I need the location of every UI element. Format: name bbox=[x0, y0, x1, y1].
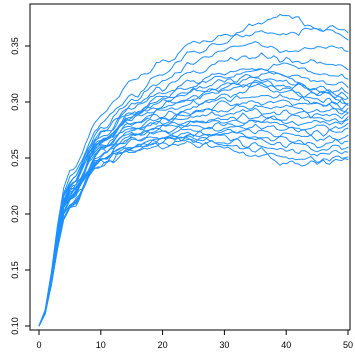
series-line-9 bbox=[38, 94, 349, 327]
y-tick-label: 0.15 bbox=[10, 261, 20, 279]
series-line-23 bbox=[38, 68, 349, 327]
series-line-8 bbox=[38, 83, 349, 327]
series-line-5 bbox=[38, 62, 349, 327]
y-tick-label: 0.25 bbox=[10, 149, 20, 167]
series-line-6 bbox=[38, 71, 349, 327]
x-tick-label: 20 bbox=[158, 340, 168, 350]
series-line-11 bbox=[38, 104, 349, 327]
x-tick-label: 50 bbox=[343, 340, 353, 350]
series-line-22 bbox=[38, 140, 349, 327]
series-layer bbox=[38, 14, 349, 327]
series-line-2 bbox=[38, 27, 349, 327]
x-axis: 0 10 20 30 40 50 bbox=[36, 330, 353, 350]
series-line-10 bbox=[38, 99, 349, 327]
y-axis: 0.10 0.15 0.20 0.25 0.30 0.35 bbox=[10, 37, 30, 335]
series-line-1 bbox=[38, 14, 349, 327]
series-line-24 bbox=[38, 76, 349, 327]
series-line-16 bbox=[38, 123, 349, 327]
plot-frame bbox=[29, 3, 351, 331]
series-line-25 bbox=[38, 81, 349, 327]
x-tick-label: 10 bbox=[96, 340, 106, 350]
series-line-3 bbox=[38, 41, 349, 327]
series-line-4 bbox=[38, 52, 349, 327]
x-tick-label: 30 bbox=[219, 340, 229, 350]
series-line-18 bbox=[38, 130, 349, 327]
y-tick-label: 0.10 bbox=[10, 317, 20, 335]
y-tick-label: 0.35 bbox=[10, 37, 20, 55]
series-line-14 bbox=[38, 116, 349, 327]
y-tick-label: 0.20 bbox=[10, 205, 20, 223]
y-tick-label: 0.30 bbox=[10, 93, 20, 111]
series-line-12 bbox=[38, 107, 349, 327]
x-tick-label: 0 bbox=[36, 340, 41, 350]
x-tick-label: 40 bbox=[281, 340, 291, 350]
series-line-20 bbox=[38, 136, 349, 327]
